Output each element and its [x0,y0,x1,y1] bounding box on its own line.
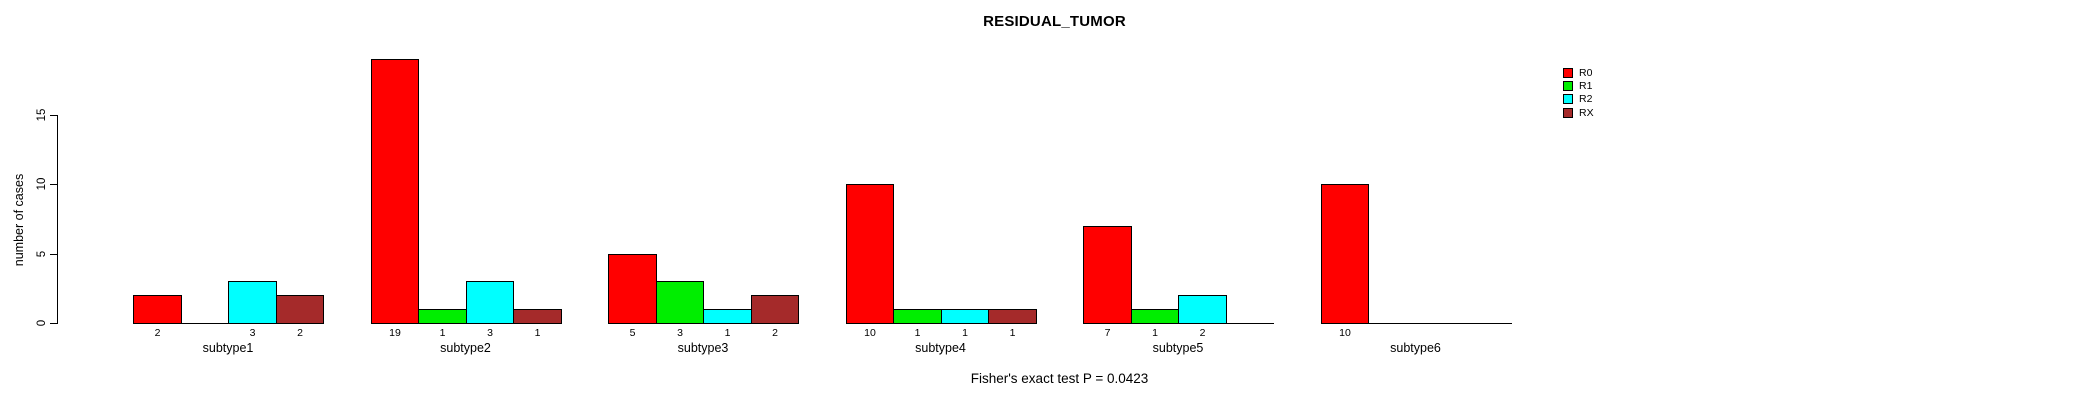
statistical-test-note: Fisher's exact test P = 0.0423 [970,371,1149,386]
bar-value-label: 5 [629,327,636,339]
y-tick [50,323,58,324]
legend-label: R2 [1579,93,1593,106]
bar-value-label: 19 [389,327,401,339]
bar-rx-subtype2 [513,309,562,324]
y-tick [50,254,58,255]
bar-value-label: 2 [1199,327,1206,339]
bar-value-label: 1 [962,327,968,339]
legend-item-r2: R2 [1563,93,1594,106]
bar-r2-subtype2 [466,281,514,324]
category-label-subtype5: subtype5 [1152,341,1204,355]
y-tick-label: 0 [36,319,48,327]
bar-r1-subtype4 [893,309,942,324]
bar-r0-subtype6 [1321,184,1369,324]
bar-value-label: 10 [864,327,876,339]
bar-value-label: 1 [439,327,446,339]
bar-r1-subtype1-zero [181,323,229,324]
legend-swatch-r2 [1563,94,1573,105]
category-label-subtype6: subtype6 [1390,341,1441,355]
bar-rx-subtype3 [751,295,799,324]
category-label-subtype4: subtype4 [915,341,966,355]
bar-r0-subtype5 [1083,226,1132,324]
legend-item-r0: R0 [1563,66,1594,79]
legend-label: R1 [1579,80,1593,93]
y-tick-label: 10 [36,177,48,191]
legend-item-r1: R1 [1563,79,1594,92]
bar-r0-subtype1 [133,295,182,324]
bar-rx-subtype6-zero [1463,323,1512,324]
bar-value-label: 2 [772,327,778,339]
bar-r2-subtype3 [703,309,752,324]
bar-r2-subtype1 [228,281,277,324]
legend-swatch-r0 [1563,67,1573,78]
y-tick [50,184,58,185]
bar-value-label: 3 [249,327,256,339]
bar-r2-subtype4 [941,309,989,324]
bar-rx-subtype5-zero [1226,323,1274,324]
bar-r0-subtype3 [608,254,657,324]
legend-item-rx: RX [1563,106,1594,119]
bar-value-label: 1 [1152,327,1158,339]
bar-r0-subtype2 [371,59,419,324]
y-axis-label: number of cases [12,173,26,267]
bar-rx-subtype1 [276,295,324,324]
legend: R0 R1 R2 RX [1563,66,1594,120]
legend-swatch-r1 [1563,81,1573,92]
bar-value-label: 1 [724,327,731,339]
bar-value-label: 7 [1104,327,1111,339]
bar-rx-subtype4 [988,309,1037,324]
bar-r2-subtype5 [1178,295,1227,324]
legend-label: R0 [1579,66,1593,79]
y-tick [50,115,58,116]
bar-r1-subtype3 [656,281,704,324]
category-label-subtype3: subtype3 [677,341,729,355]
legend-swatch-rx [1563,107,1573,118]
y-tick-label: 15 [36,108,48,122]
bar-r1-subtype6-zero [1368,323,1417,324]
bar-value-label: 1 [534,327,541,339]
bar-r1-subtype2 [418,309,467,324]
bar-value-label: 3 [487,327,493,339]
bar-r0-subtype4 [846,184,894,324]
legend-label: RX [1579,106,1594,119]
bar-value-label: 2 [154,327,161,339]
y-axis-line [57,115,58,324]
bar-value-label: 10 [1339,327,1351,339]
bar-value-label: 1 [1009,327,1016,339]
bar-value-label: 1 [914,327,921,339]
bar-value-label: 3 [677,327,683,339]
bar-value-label: 2 [297,327,303,339]
y-tick-label: 5 [36,250,48,258]
category-label-subtype1: subtype1 [202,341,254,355]
category-label-subtype2: subtype2 [440,341,491,355]
chart-title: RESIDUAL_TUMOR [983,13,1126,30]
bar-r2-subtype6-zero [1416,323,1464,324]
bar-r1-subtype5 [1131,309,1179,324]
